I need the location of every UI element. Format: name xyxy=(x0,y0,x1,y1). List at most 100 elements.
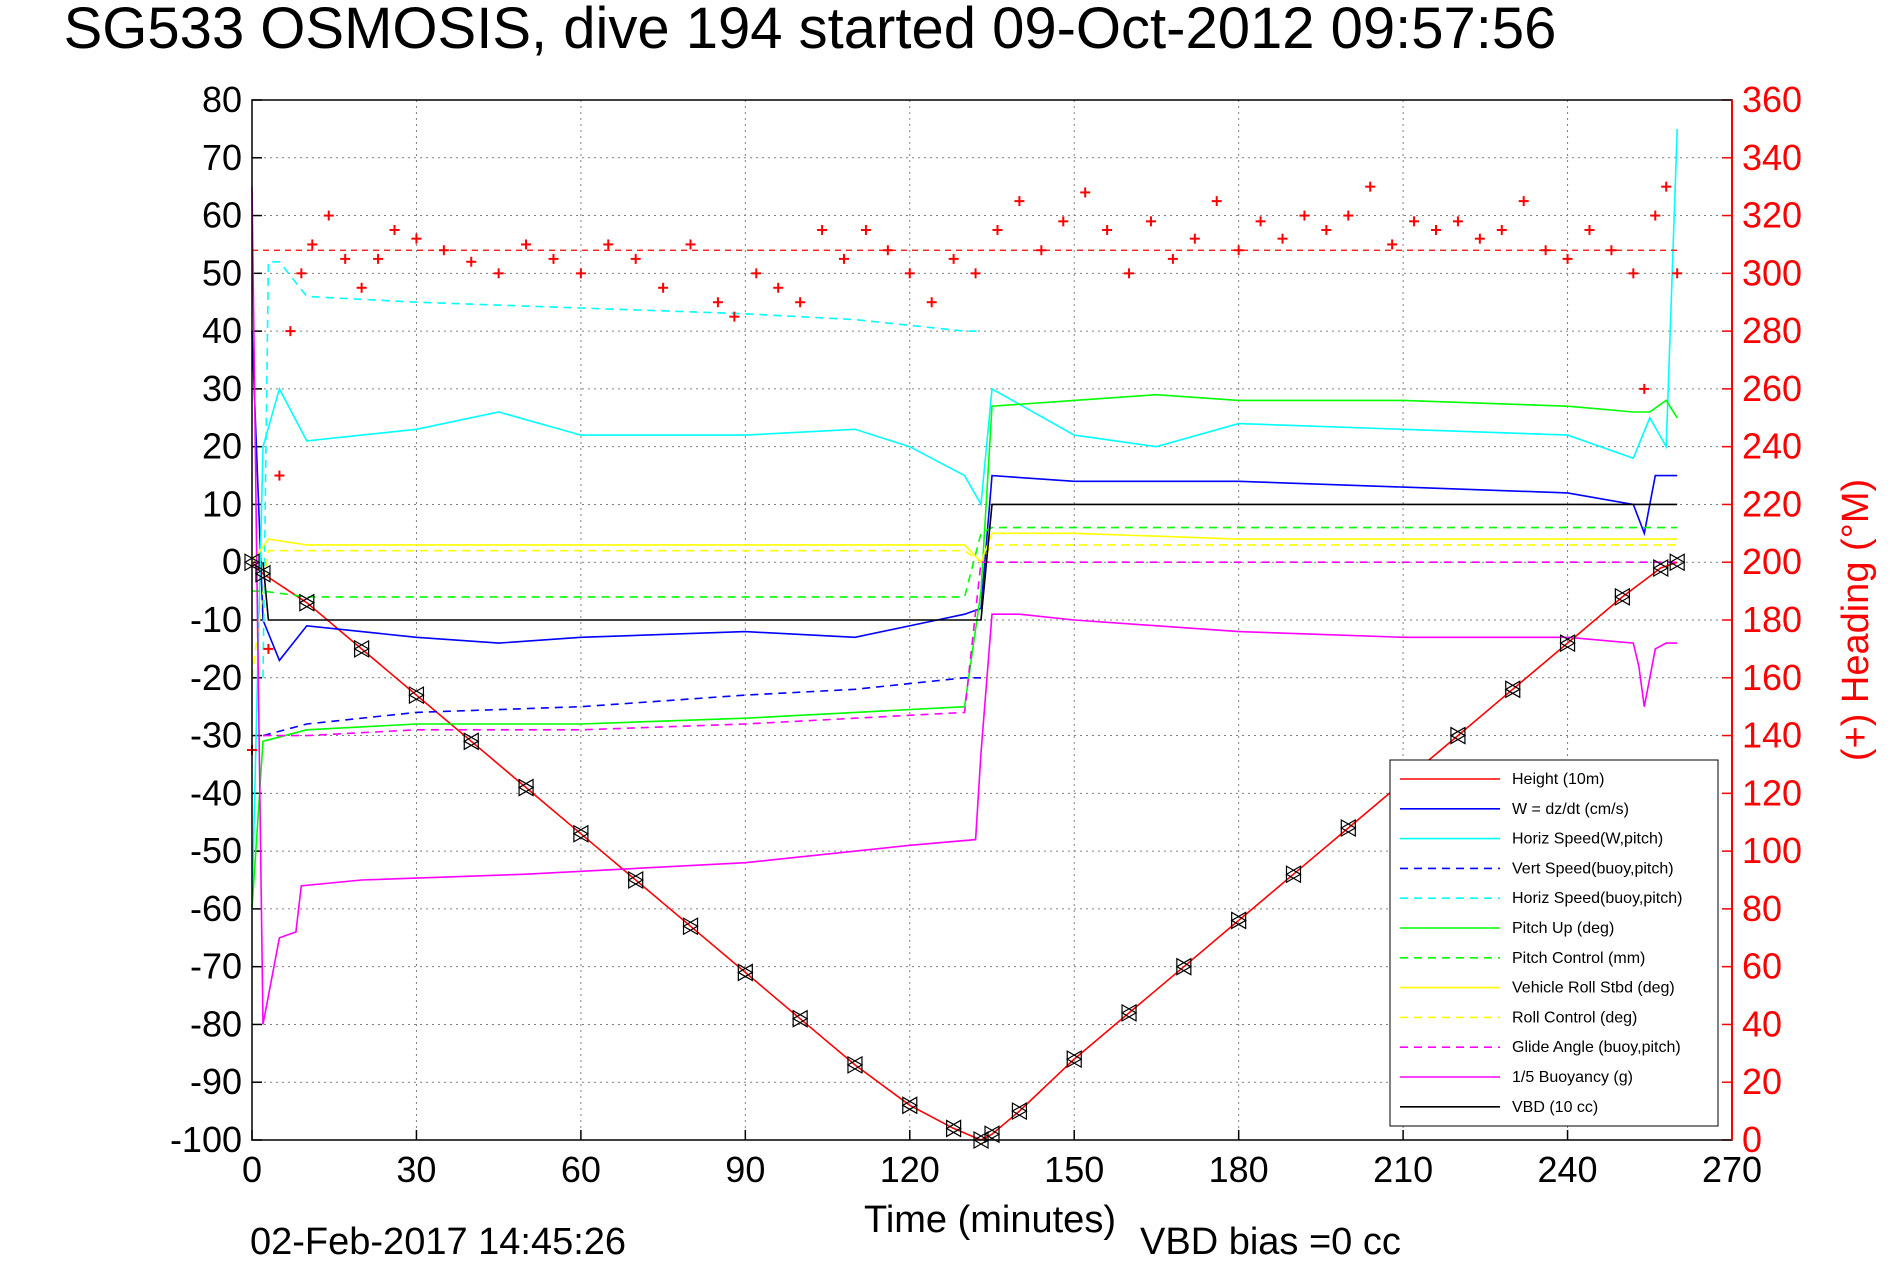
heading-point xyxy=(1036,245,1047,256)
heading-point xyxy=(860,225,871,235)
y-right-tick-label: 180 xyxy=(1742,599,1802,640)
height-marker-alt xyxy=(1011,1102,1028,1121)
height-marker-alt xyxy=(1614,587,1630,606)
height-marker-alt xyxy=(846,1055,863,1074)
x-tick-label: 180 xyxy=(1209,1149,1269,1190)
y-left-tick-label: -50 xyxy=(190,830,242,871)
series-line-11 xyxy=(262,503,1678,621)
height-marker-alt xyxy=(627,870,644,890)
y-left-tick-label: -100 xyxy=(170,1119,242,1160)
heading-point xyxy=(1584,225,1595,235)
footer-date: 02-Feb-2017 14:45:26 xyxy=(250,1221,626,1262)
series-line-10 xyxy=(251,186,1678,1025)
heading-point xyxy=(438,245,449,256)
height-marker-alt xyxy=(353,639,370,658)
heading-point xyxy=(1496,225,1507,235)
series-line-6 xyxy=(252,526,1678,598)
legend-item: W = dz/dt (cm/s) xyxy=(1400,801,1629,818)
y-right-tick-label: 140 xyxy=(1742,715,1802,756)
height-marker-alt xyxy=(1230,911,1247,930)
legend-item: Roll Control (deg) xyxy=(1400,1009,1637,1026)
height-marker-alt xyxy=(298,593,315,612)
y-right-tick-label: 40 xyxy=(1742,1003,1782,1044)
x-tick-label: 90 xyxy=(725,1149,765,1190)
heading-point xyxy=(263,643,274,654)
legend-label: VBD (10 cc) xyxy=(1512,1099,1598,1116)
heading-point xyxy=(340,253,351,264)
legend-label: Horiz Speed(buoy,pitch) xyxy=(1512,890,1682,907)
height-marker-alt xyxy=(1504,680,1521,699)
heading-point xyxy=(521,239,532,250)
y-right-tick-label: 280 xyxy=(1742,310,1802,351)
legend-item: Vehicle Roll Stbd (deg) xyxy=(1400,980,1675,997)
heading-point xyxy=(1606,245,1617,256)
height-marker-alt xyxy=(517,778,534,797)
heading-point xyxy=(1145,216,1156,227)
heading-point xyxy=(389,225,400,235)
heading-point xyxy=(1124,268,1135,279)
heading-point xyxy=(1365,181,1376,192)
heading-point xyxy=(1058,216,1069,227)
heading-point xyxy=(1518,196,1529,207)
y-right-tick-label: 220 xyxy=(1742,483,1802,524)
heading-point xyxy=(1639,383,1650,394)
y-left-tick-label: -80 xyxy=(190,1003,242,1044)
heading-point xyxy=(1562,253,1573,264)
heading-point xyxy=(373,253,384,264)
legend-label: 1/5 Buoyancy (g) xyxy=(1512,1069,1633,1086)
heading-point xyxy=(926,297,937,308)
series-line-5 xyxy=(251,393,1678,909)
heading-point xyxy=(1167,253,1178,264)
heading-point xyxy=(296,268,307,279)
heading-point xyxy=(904,268,915,279)
y-right-tick-label: 260 xyxy=(1742,368,1802,409)
legend-item: Glide Angle (buoy,pitch) xyxy=(1400,1039,1681,1056)
y-left-tick-label: -90 xyxy=(190,1061,242,1102)
heading-point xyxy=(992,225,1003,235)
y-left-tick-label: 10 xyxy=(202,483,242,524)
y-right-tick-label: 300 xyxy=(1742,252,1802,293)
heading-point xyxy=(1321,225,1332,235)
heading-point xyxy=(1661,181,1672,192)
heading-point xyxy=(729,311,740,322)
heading-point xyxy=(1409,216,1420,227)
series-line-2 xyxy=(251,128,1678,909)
x-tick-label: 240 xyxy=(1538,1149,1598,1190)
legend-item: 1/5 Buoyancy (g) xyxy=(1400,1069,1633,1086)
heading-point xyxy=(1387,239,1398,250)
legend-label: Pitch Control (mm) xyxy=(1512,950,1645,967)
legend-label: Vert Speed(buoy,pitch) xyxy=(1512,860,1674,877)
y-right-ticks: 3603403203002802602402202001801601401201… xyxy=(1722,79,1802,1160)
x-tick-label: 270 xyxy=(1702,1149,1762,1190)
y-right-tick-label: 340 xyxy=(1742,137,1802,178)
legend-label: W = dz/dt (cm/s) xyxy=(1512,801,1629,818)
legend-label: Height (10m) xyxy=(1512,771,1604,788)
legend-label: Pitch Up (deg) xyxy=(1512,920,1614,937)
heading-point xyxy=(1189,233,1200,244)
x-axis-label: Time (minutes) xyxy=(864,1199,1116,1241)
series-line-1 xyxy=(251,331,1678,662)
height-marker-alt xyxy=(254,564,271,583)
legend-item: Height (10m) xyxy=(1400,771,1604,788)
height-marker-alt xyxy=(1449,726,1466,745)
heading-point xyxy=(466,256,477,267)
legend: Height (10m) W = dz/dt (cm/s) Horiz Speed(… xyxy=(1389,759,1719,1127)
heading-point xyxy=(575,268,586,279)
height-marker-alt xyxy=(463,732,479,751)
heading-point xyxy=(882,245,893,256)
y-right-tick-label: 360 xyxy=(1742,79,1802,120)
y-left-tick-label: -70 xyxy=(190,946,242,987)
x-tick-label: 60 xyxy=(561,1149,601,1190)
height-marker-alt xyxy=(901,1096,918,1115)
y-right-tick-label: 240 xyxy=(1742,426,1802,467)
x-tick-label: 30 xyxy=(396,1149,436,1190)
height-marker-alt xyxy=(1175,957,1192,976)
legend-box xyxy=(1389,759,1719,1127)
height-marker-alt xyxy=(1668,553,1685,572)
heading-point xyxy=(1452,216,1463,227)
legend-item: Horiz Speed(buoy,pitch) xyxy=(1400,890,1682,907)
heading-point xyxy=(1431,225,1441,235)
heading-point xyxy=(817,225,828,235)
heading-point xyxy=(658,282,669,293)
